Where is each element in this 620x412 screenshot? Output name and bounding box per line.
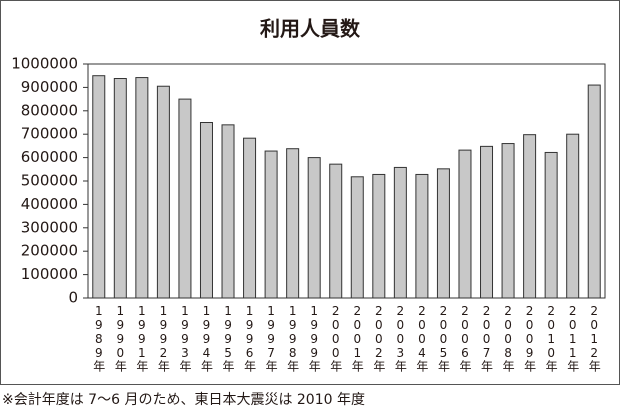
x-tick-label: 2012年 — [587, 304, 601, 372]
bar — [393, 166, 407, 299]
x-tick-label: 2005年 — [436, 304, 450, 372]
footnote: ※会計年度は 7〜6 月のため、東日本大震災は 2010 年度 — [2, 392, 365, 408]
x-tick-label: 2002年 — [372, 304, 386, 372]
x-tick-label: 2000年 — [329, 304, 343, 372]
x-tick-label: 1989年 — [92, 304, 106, 372]
x-tick-label: 2003年 — [393, 304, 407, 372]
x-tick-label: 1998年 — [286, 304, 300, 372]
bar — [264, 150, 278, 299]
y-tick-label: 800000 — [21, 101, 78, 119]
bar — [113, 78, 127, 299]
x-tick-label: 2004年 — [415, 304, 429, 372]
x-tick-label: 1991年 — [135, 304, 149, 372]
y-tick-label: 700000 — [21, 125, 78, 143]
bar — [243, 137, 257, 299]
x-tick-label: 2011年 — [566, 304, 580, 372]
y-tick-label: 1000000 — [11, 55, 78, 73]
x-tick-label: 1993年 — [178, 304, 192, 372]
bar — [329, 163, 343, 299]
x-tick-label: 2007年 — [480, 304, 494, 372]
y-tick-label: 300000 — [21, 218, 78, 236]
bar — [587, 84, 601, 299]
bar — [350, 176, 364, 299]
y-tick-label: 0 — [68, 289, 78, 307]
x-tick-label: 1999年 — [307, 304, 321, 372]
bar — [458, 149, 472, 299]
bar — [307, 157, 321, 299]
bar — [480, 145, 494, 299]
y-tick-label: 500000 — [21, 172, 78, 190]
y-tick-label: 600000 — [21, 148, 78, 166]
bar — [523, 134, 537, 299]
chart-title: 利用人員数 — [260, 17, 361, 41]
x-tick-label: 2008年 — [501, 304, 515, 372]
bar — [566, 133, 580, 299]
bar — [135, 77, 149, 299]
bar — [436, 168, 450, 299]
y-tick-label: 900000 — [21, 78, 78, 96]
bar — [199, 122, 213, 299]
x-tick-label: 1992年 — [156, 304, 170, 372]
x-tick-label: 1996年 — [243, 304, 257, 372]
bar — [286, 148, 300, 299]
x-tick-label: 1994年 — [199, 304, 213, 372]
x-tick-label: 1990年 — [113, 304, 127, 372]
bar — [178, 98, 192, 299]
bar — [372, 173, 386, 299]
x-tick-label: 1997年 — [264, 304, 278, 372]
bar — [221, 124, 235, 299]
bar — [92, 75, 106, 299]
bar — [544, 151, 558, 299]
y-tick-label: 100000 — [21, 265, 78, 283]
x-tick-label: 2001年 — [350, 304, 364, 372]
y-tick-label: 200000 — [21, 242, 78, 260]
x-tick-label: 2009年 — [523, 304, 537, 372]
x-tick-label: 2010年 — [544, 304, 558, 372]
bar — [501, 143, 515, 299]
x-tick-label: 2006年 — [458, 304, 472, 372]
y-tick-label: 400000 — [21, 195, 78, 213]
bar — [415, 173, 429, 299]
x-tick-label: 1995年 — [221, 304, 235, 372]
bar — [156, 85, 170, 299]
